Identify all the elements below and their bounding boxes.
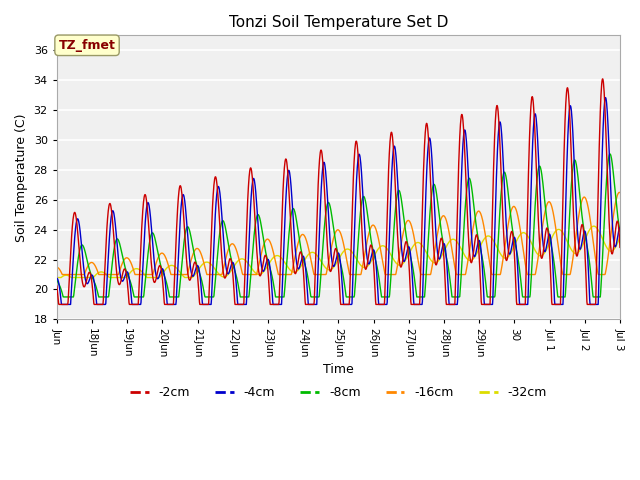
Y-axis label: Soil Temperature (C): Soil Temperature (C) bbox=[15, 113, 28, 241]
Legend: -2cm, -4cm, -8cm, -16cm, -32cm: -2cm, -4cm, -8cm, -16cm, -32cm bbox=[125, 381, 552, 404]
Title: Tonzi Soil Temperature Set D: Tonzi Soil Temperature Set D bbox=[228, 15, 448, 30]
Text: TZ_fmet: TZ_fmet bbox=[59, 39, 115, 52]
X-axis label: Time: Time bbox=[323, 363, 354, 376]
